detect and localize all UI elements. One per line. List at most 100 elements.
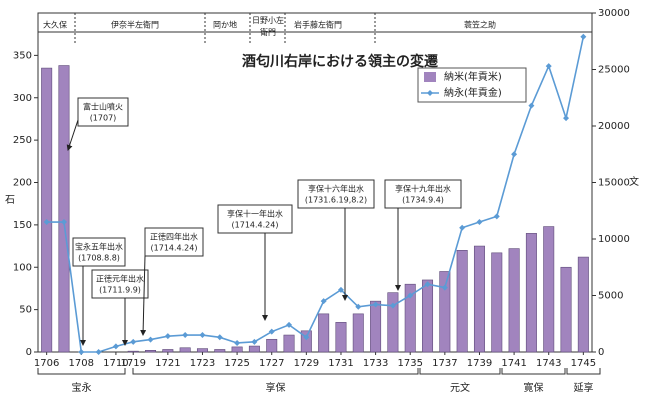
y2-tick-label: 25000 bbox=[598, 65, 630, 76]
x-tick-label: 1727 bbox=[259, 358, 284, 369]
lord-label: 大久保 bbox=[43, 20, 67, 30]
x-tick-label: 1721 bbox=[155, 358, 180, 369]
line-marker bbox=[528, 102, 535, 109]
line-marker bbox=[251, 338, 258, 345]
legend-swatch bbox=[424, 72, 436, 82]
y-tick-label: 50 bbox=[19, 305, 32, 316]
annotation-arrow bbox=[140, 255, 147, 336]
line-marker bbox=[199, 332, 206, 339]
x-tick-label: 1741 bbox=[501, 358, 526, 369]
bar bbox=[248, 345, 260, 353]
lord-label: 伊奈半左衛門 bbox=[111, 20, 159, 30]
x-tick-label: 1735 bbox=[397, 358, 422, 369]
line-marker bbox=[580, 33, 587, 40]
annotation-date: (1734.9.4) bbox=[402, 196, 444, 205]
line-marker bbox=[182, 332, 189, 339]
x-tick-label: 1737 bbox=[432, 358, 457, 369]
annotation-event: 正徳四年出水 bbox=[150, 232, 198, 242]
annotation-date: (1731.6.19,8.2) bbox=[305, 196, 367, 205]
x-tick-label: 1729 bbox=[294, 358, 319, 369]
y-axis-label: 石 bbox=[5, 195, 15, 206]
y-tick-label: 350 bbox=[13, 50, 32, 61]
annotation-event: 享保十六年出水 bbox=[308, 184, 364, 194]
y-tick-label: 250 bbox=[13, 135, 32, 146]
era-label: 延享 bbox=[574, 381, 594, 394]
x-tick-label: 1739 bbox=[467, 358, 492, 369]
annotation-date: (1707) bbox=[90, 114, 117, 123]
y2-tick-label: 5000 bbox=[598, 291, 623, 302]
bar bbox=[473, 245, 485, 353]
line-marker bbox=[476, 219, 483, 226]
bar bbox=[162, 349, 174, 353]
legend-swatch bbox=[427, 90, 433, 96]
lord-label: 岩手藤左衛門 bbox=[294, 20, 342, 30]
line-marker bbox=[407, 292, 414, 299]
bar bbox=[439, 271, 451, 353]
annotation-arrow bbox=[66, 119, 79, 151]
bar bbox=[404, 283, 416, 353]
bar bbox=[196, 348, 208, 353]
annotation-date: (1714.4.24) bbox=[232, 221, 279, 230]
annotation-date: (1708.8.8) bbox=[78, 254, 120, 263]
bar bbox=[283, 334, 295, 353]
bar bbox=[491, 252, 503, 353]
line-marker bbox=[355, 303, 362, 310]
bar bbox=[370, 300, 382, 353]
era-label: 享保 bbox=[266, 381, 286, 394]
y2-tick-label: 15000 bbox=[598, 178, 630, 189]
lord-label: 岡か地 bbox=[213, 20, 237, 30]
y2-tick-label: 10000 bbox=[598, 234, 630, 245]
x-tick-label: 1725 bbox=[224, 358, 249, 369]
annotation-box bbox=[91, 269, 149, 299]
x-tick-label: 1710 bbox=[103, 358, 128, 369]
bar bbox=[577, 256, 589, 353]
line bbox=[46, 36, 585, 353]
line-marker bbox=[43, 219, 50, 226]
era-bracket bbox=[132, 368, 419, 375]
bar bbox=[300, 330, 312, 353]
annotation-event: 享保十九年出水 bbox=[395, 184, 451, 194]
x-tick-label: 1743 bbox=[536, 358, 561, 369]
y-tick-label: 0 bbox=[26, 347, 32, 358]
line-marker bbox=[389, 302, 396, 309]
line-marker bbox=[424, 281, 431, 288]
era-bracket bbox=[566, 368, 601, 375]
x-tick-label: 1731 bbox=[328, 358, 353, 369]
line-marker bbox=[493, 213, 500, 220]
line-marker bbox=[286, 321, 293, 328]
line-marker bbox=[78, 349, 85, 355]
y-tick-label: 100 bbox=[13, 262, 32, 273]
bar bbox=[352, 313, 364, 353]
line-marker bbox=[147, 336, 154, 343]
bar bbox=[387, 292, 399, 353]
x-tick-label: 1723 bbox=[190, 358, 215, 369]
bar bbox=[231, 346, 243, 353]
annotation-box bbox=[297, 179, 375, 209]
line-marker bbox=[216, 334, 223, 341]
bar bbox=[422, 279, 434, 353]
line-marker bbox=[95, 349, 102, 355]
annotation-box bbox=[384, 179, 462, 209]
line-marker bbox=[320, 298, 327, 305]
line-marker bbox=[60, 219, 67, 226]
bar bbox=[266, 338, 278, 353]
line-marker bbox=[130, 338, 137, 345]
legend-label: 納米(年貢米) bbox=[444, 70, 502, 83]
bar bbox=[58, 65, 70, 353]
bar bbox=[127, 350, 139, 353]
line-marker bbox=[372, 301, 379, 308]
bar bbox=[560, 266, 572, 353]
line-marker bbox=[459, 224, 466, 231]
line-marker bbox=[112, 343, 119, 350]
era-label: 宝永 bbox=[72, 381, 92, 394]
bar bbox=[335, 322, 347, 353]
y2-tick-label: 20000 bbox=[598, 121, 630, 132]
lord-label: 蓑笠之助 bbox=[464, 20, 496, 30]
y2-tick-label: 30000 bbox=[598, 8, 630, 19]
bar bbox=[214, 349, 226, 353]
line-marker bbox=[545, 63, 552, 70]
bar bbox=[41, 67, 53, 353]
x-tick-label: 1745 bbox=[571, 358, 596, 369]
x-tick-label: 1719 bbox=[120, 358, 145, 369]
